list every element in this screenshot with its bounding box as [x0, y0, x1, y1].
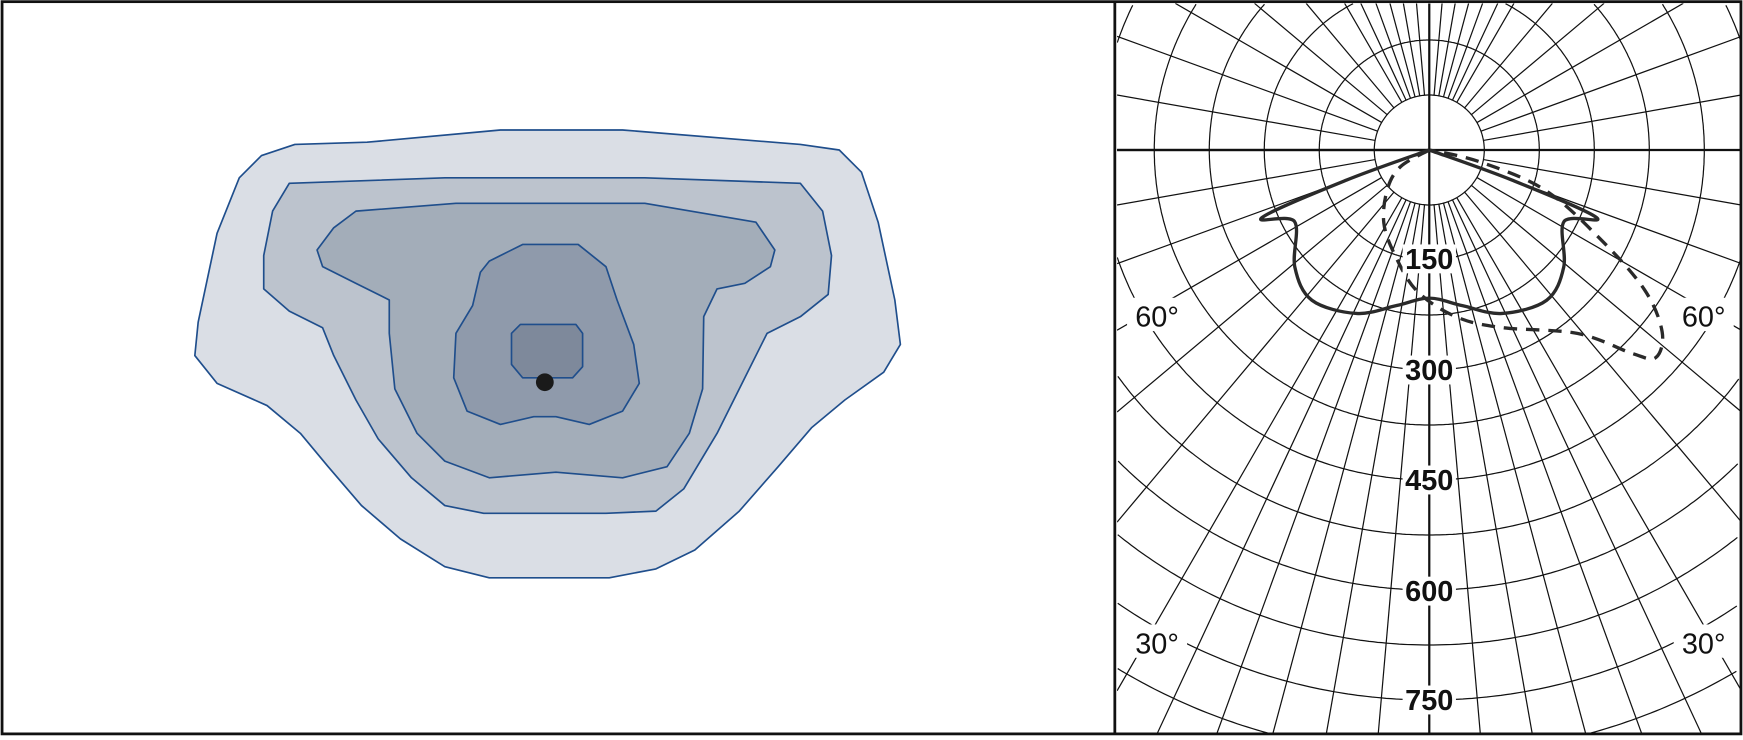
- grid-radial-line--25: [1156, 199, 1407, 734]
- grid-radial-line-25: [1451, 199, 1702, 734]
- grid-radial-line-130: [1470, 3, 1605, 116]
- grid-radial-line--5: [1377, 204, 1426, 734]
- radial-label-bg: [1402, 244, 1456, 274]
- grid-radial-line-195: [1389, 3, 1416, 98]
- isolux-contour-5: [510, 323, 584, 379]
- angle-label-bg: [1673, 624, 1734, 658]
- grid-radial-line-110: [1480, 36, 1741, 132]
- polar-curves: [1259, 148, 1665, 361]
- grid-radial-line--80: [1117, 158, 1376, 206]
- grid-radial-line--50: [1117, 184, 1388, 413]
- grid-radial-line-15: [1442, 202, 1587, 734]
- grid-radial-line-140: [1464, 3, 1553, 109]
- grid-radial-line-5: [1433, 204, 1481, 734]
- grid-radial-line--40: [1117, 191, 1395, 523]
- angle-label-bg: [1127, 297, 1188, 332]
- grid-radial-line-190: [1402, 3, 1421, 96]
- radial-label-bg: [1402, 465, 1456, 495]
- grid-radial-line-260: [1117, 94, 1376, 142]
- grid-circle-525: [1117, 375, 1740, 536]
- grid-radial-line-20: [1447, 201, 1643, 734]
- radial-tick-label-150: 150: [1405, 244, 1453, 276]
- grid-circle-300: [1208, 3, 1650, 371]
- grid-circle-825: [1117, 668, 1737, 734]
- grid-radial-line-230: [1254, 3, 1388, 116]
- polar-labels: 150 300 450 600 750 60° 60° 30° 30°: [1127, 244, 1734, 717]
- grid-radial-line-210: [1344, 3, 1403, 103]
- grid-radial-line-200: [1375, 3, 1412, 99]
- grid-radial-line-170: [1438, 3, 1456, 96]
- grid-radial-line-185: [1415, 3, 1426, 96]
- grid-radial-line-155: [1451, 3, 1499, 101]
- grid-circle-675: [1117, 534, 1738, 646]
- grid-radial-line-10: [1438, 204, 1533, 734]
- angle-label-bg: [1127, 624, 1188, 658]
- grid-radial-line-30: [1456, 197, 1741, 690]
- angle-label-30-left: 30°: [1135, 628, 1179, 660]
- polar-intensity-diagram: 150 300 450 600 750 60° 60° 30° 30°: [1117, 3, 1741, 734]
- radial-label-bg: [1402, 685, 1456, 715]
- grid-radial-line-150: [1456, 3, 1515, 103]
- grid-radial-line-80: [1483, 158, 1741, 206]
- grid-radial-line-50: [1470, 184, 1741, 412]
- grid-radial-line-120: [1476, 3, 1684, 124]
- grid-radial-line-175: [1433, 3, 1443, 96]
- grid-radial-line-240: [1174, 3, 1382, 123]
- angle-label-bg: [1673, 297, 1734, 332]
- isolux-diagram: [194, 129, 902, 579]
- grid-radial-line-205: [1360, 3, 1407, 101]
- radial-label-bg: [1402, 355, 1456, 385]
- intensity-curve-dashed: [1381, 148, 1665, 361]
- grid-radial-line--15: [1272, 202, 1416, 734]
- radial-tick-label-300: 300: [1405, 355, 1453, 387]
- grid-radial-line-165: [1442, 3, 1470, 98]
- grid-radial-line-160: [1447, 3, 1484, 99]
- luminaire-position-marker: [535, 373, 554, 392]
- grid-radial-line--30: [1117, 197, 1403, 692]
- grid-radial-line-100: [1483, 94, 1741, 142]
- grid-radial-line--10: [1325, 204, 1421, 734]
- intensity-curve-solid: [1259, 148, 1600, 316]
- grid-radial-line-220: [1305, 3, 1395, 109]
- radial-label-bg: [1402, 576, 1456, 606]
- radial-tick-label-600: 600: [1405, 576, 1453, 608]
- polar-grid: [1117, 3, 1741, 734]
- radial-tick-label-750: 750: [1405, 685, 1453, 717]
- grid-radial-line-250: [1117, 35, 1378, 132]
- angle-label-30-right: 30°: [1682, 628, 1726, 660]
- grid-radial-line-40: [1464, 191, 1741, 522]
- angle-label-60-left: 60°: [1135, 302, 1179, 334]
- angle-label-60-right: 60°: [1682, 302, 1726, 334]
- radial-tick-label-450: 450: [1405, 465, 1453, 497]
- grid-circle-225: [1263, 3, 1595, 316]
- grid-radial-line--20: [1216, 201, 1412, 734]
